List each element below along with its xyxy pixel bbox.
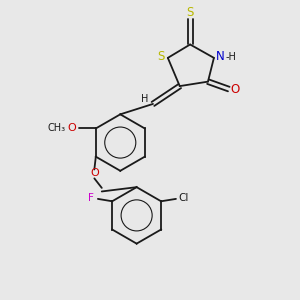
Text: S: S — [186, 6, 194, 19]
Text: CH₃: CH₃ — [47, 123, 66, 133]
Text: O: O — [231, 82, 240, 96]
Text: F: F — [88, 193, 94, 203]
Text: -H: -H — [225, 52, 236, 62]
Text: H: H — [141, 94, 148, 103]
Text: S: S — [158, 50, 165, 63]
Text: O: O — [67, 123, 76, 133]
Text: O: O — [90, 168, 99, 178]
Text: N: N — [216, 50, 225, 63]
Text: Cl: Cl — [178, 193, 189, 203]
